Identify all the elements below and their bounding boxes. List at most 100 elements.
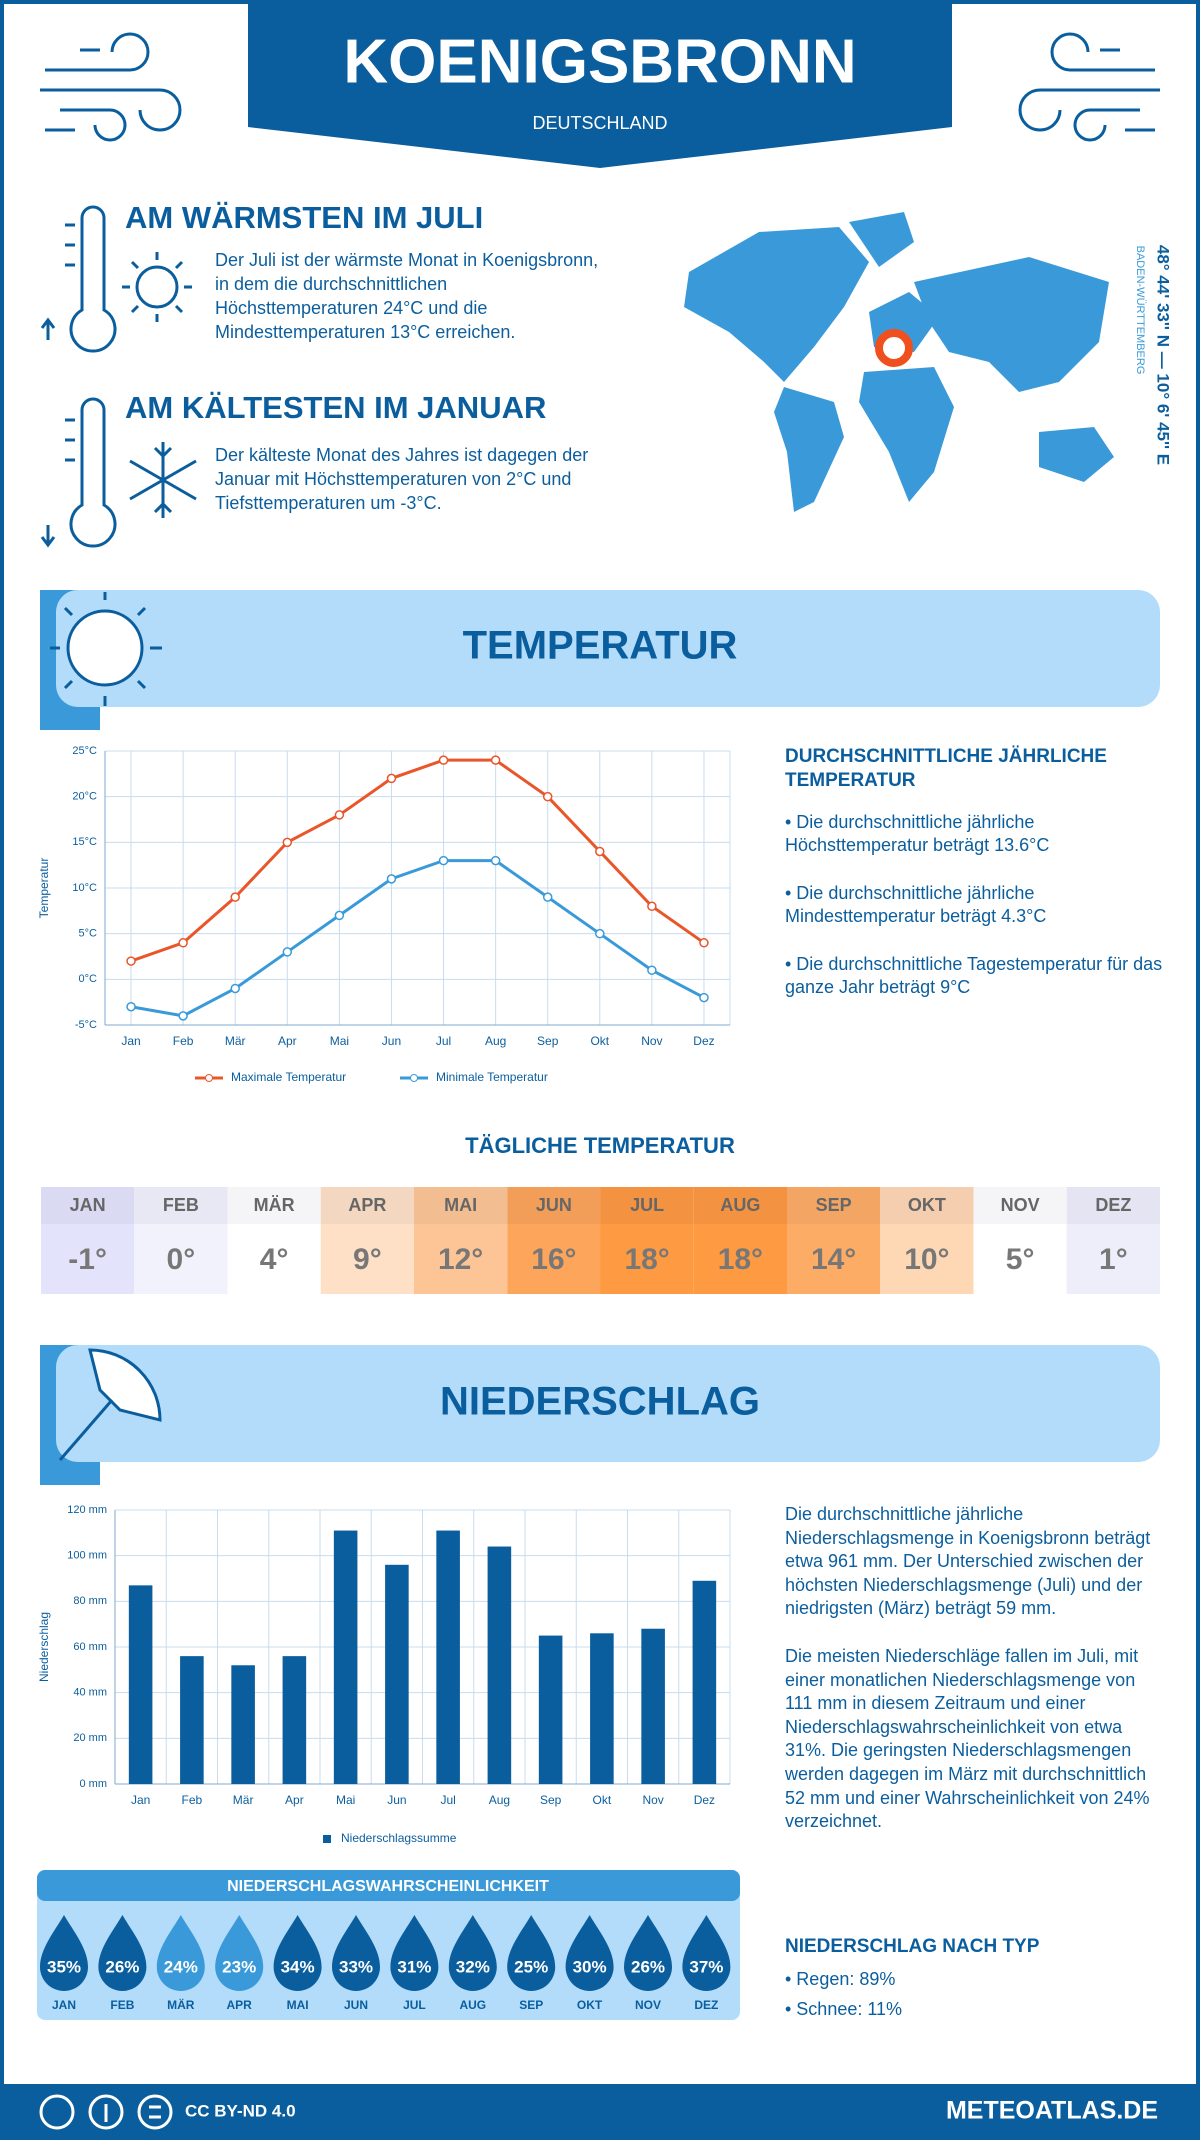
cell — [320, 1187, 414, 1294]
annual-title: DURCHSCHNITTLICHE JÄHRLICHE TEMPERATUR — [785, 746, 1107, 791]
world-map — [684, 212, 1114, 512]
month: SEP — [816, 1195, 852, 1215]
cell — [227, 1187, 321, 1294]
bar — [282, 1656, 307, 1784]
point — [178, 938, 188, 948]
point — [699, 992, 709, 1003]
x-tick-label: Jan — [121, 1034, 140, 1048]
month: JUN — [536, 1195, 572, 1215]
x-tick-label: Mai — [330, 1034, 349, 1048]
point — [490, 755, 501, 765]
drop-label: 23% — [222, 1957, 256, 1976]
y-tick-label: 40 mm — [73, 1687, 107, 1699]
y-tick-label: 80 mm — [73, 1595, 107, 1607]
x-tick-label: Feb — [173, 1034, 194, 1048]
point — [230, 983, 240, 994]
point — [126, 1001, 136, 1012]
drop-label: 25% — [514, 1957, 548, 1976]
cell — [41, 1187, 135, 1294]
daily-value: 0° — [167, 1243, 196, 1276]
drop-month: FEB — [110, 1998, 134, 2012]
drop — [507, 1915, 556, 1991]
month: MAI — [444, 1195, 477, 1215]
cell-header — [880, 1187, 974, 1224]
x-tick-label: Jan — [131, 1793, 150, 1807]
daily-value: 1° — [1099, 1243, 1128, 1276]
cell — [507, 1187, 601, 1294]
footer — [0, 2084, 1200, 2140]
drop — [332, 1915, 380, 1991]
daily-value: 5° — [1006, 1243, 1035, 1276]
drop — [390, 1915, 439, 1991]
y-tick-label: 25°C — [72, 745, 97, 757]
bar — [180, 1656, 204, 1784]
point — [230, 892, 240, 902]
point — [542, 892, 553, 902]
x-tick-label: Feb — [182, 1793, 203, 1807]
daily-value: 10° — [904, 1243, 949, 1276]
point — [438, 755, 449, 765]
type-title: NIEDERSCHLAG NACH TYP — [785, 1936, 1040, 1957]
x-tick-label: Jun — [387, 1793, 406, 1807]
x-tick-label: Nov — [642, 1793, 663, 1807]
x-tick-label: Dez — [693, 1034, 714, 1048]
bar — [385, 1564, 409, 1784]
x-tick-label: Nov — [641, 1034, 662, 1048]
cell-header — [227, 1187, 321, 1224]
drop — [156, 1915, 205, 1991]
precipitation-banner — [56, 1345, 1160, 1462]
x-tick-label: Sep — [537, 1034, 559, 1048]
x-tick-label: Sep — [540, 1793, 562, 1807]
precip-text: Die durchschnittliche jährliche Niedersc… — [785, 1503, 1165, 1858]
y-tick-label: 0°C — [79, 973, 98, 985]
site: METEOATLAS.DE — [946, 2097, 1158, 2125]
paragraph: Die durchschnittliche jährliche Niedersc… — [785, 1504, 1151, 1619]
month: DEZ — [1095, 1195, 1131, 1215]
x-tick-label: Apr — [285, 1793, 304, 1807]
wind-icons — [40, 32, 1160, 142]
cell — [600, 1187, 694, 1294]
cell — [787, 1187, 881, 1294]
cell-header — [41, 1187, 135, 1224]
coldest-title: AM KÄLTESTEN IM JANUAR — [125, 390, 546, 425]
drop — [682, 1915, 731, 1991]
drop — [40, 1915, 88, 1991]
drop-month: MÄR — [167, 1997, 195, 2012]
probability-box — [37, 1870, 740, 2020]
drop-month: AUG — [459, 1998, 486, 2012]
month: APR — [348, 1195, 386, 1215]
drop — [624, 1915, 672, 1991]
month: MÄR — [254, 1195, 295, 1215]
daily-title: TÄGLICHE TEMPERATUR — [465, 1133, 735, 1158]
bar — [128, 1585, 153, 1784]
bar — [333, 1530, 358, 1784]
point — [282, 837, 293, 848]
point — [595, 846, 605, 857]
drop — [565, 1915, 614, 1991]
drop-label: 33% — [339, 1957, 373, 1976]
cell-header — [973, 1187, 1067, 1224]
point — [386, 874, 397, 884]
license: CC BY-ND 4.0 — [185, 2101, 296, 2120]
point — [699, 938, 709, 948]
cell — [134, 1187, 228, 1294]
daily-value: 18° — [624, 1243, 669, 1276]
drop-label: 37% — [689, 1957, 723, 1976]
month: NOV — [1001, 1195, 1040, 1215]
month: OKT — [908, 1195, 946, 1215]
y-tick-label: 120 mm — [67, 1504, 107, 1516]
warmest-text: Der Juli ist der wärmste Monat in Koenig… — [215, 250, 599, 342]
month: JUL — [630, 1195, 664, 1215]
annual-item: • Die durchschnittliche Tagestemperatur … — [785, 954, 1163, 997]
month: FEB — [163, 1195, 199, 1215]
y-tick-label: -5°C — [75, 1019, 97, 1031]
cell-header — [320, 1187, 414, 1224]
sun-icon — [50, 592, 162, 706]
type-item: • Regen: 89% — [785, 1969, 896, 1989]
y-tick-label: 5°C — [79, 928, 98, 940]
section-title: TEMPERATUR — [463, 624, 738, 668]
warmest-title: AM WÄRMSTEN IM JULI — [125, 200, 483, 235]
legend-marker — [323, 1835, 331, 1843]
